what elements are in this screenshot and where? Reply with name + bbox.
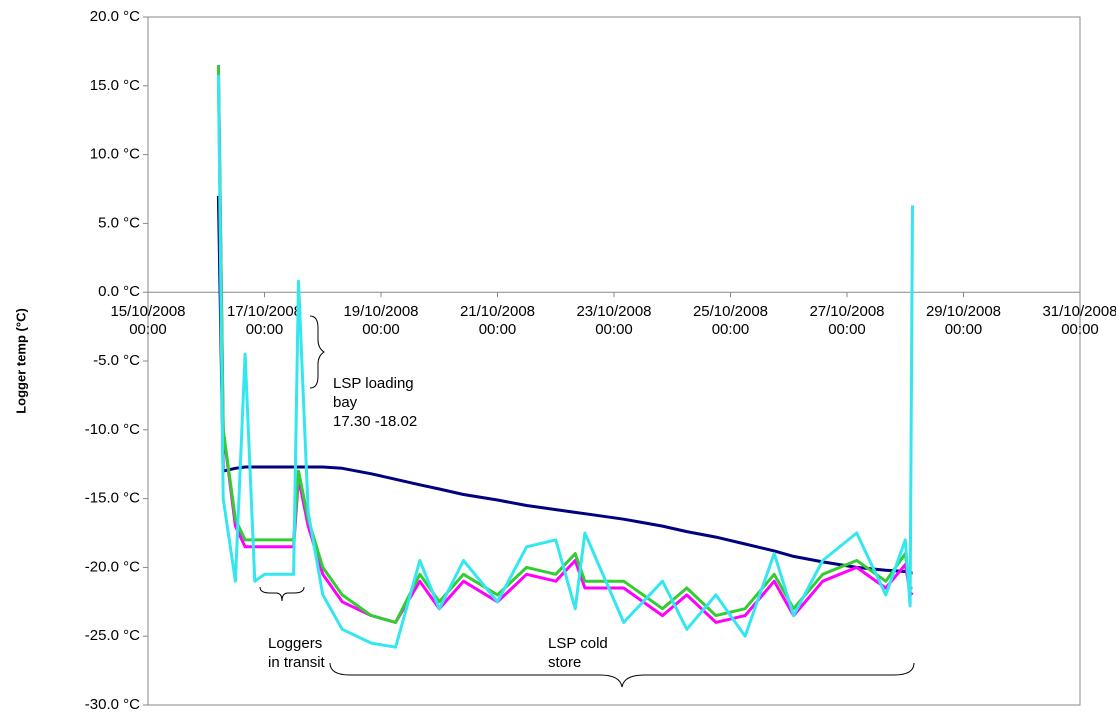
x-tick-label: 31/10/2008 00:00	[1042, 303, 1116, 338]
y-tick-label: 0.0 °C	[98, 283, 140, 300]
series-line	[216, 65, 914, 624]
annotation: Loggers	[268, 635, 322, 652]
x-tick-label: 17/10/2008 00:00	[227, 303, 302, 338]
y-tick-label: -30.0 °C	[85, 696, 140, 710]
series-line	[216, 195, 913, 575]
x-tick-label: 19/10/2008 00:00	[343, 303, 418, 338]
series-line	[216, 74, 914, 649]
annotation: LSP loading	[333, 375, 414, 392]
x-tick-label: 29/10/2008 00:00	[926, 303, 1001, 338]
y-tick-label: 20.0 °C	[90, 8, 140, 25]
x-tick-label: 21/10/2008 00:00	[460, 303, 535, 338]
series-line	[216, 65, 913, 624]
annotation: LSP cold	[548, 635, 608, 652]
x-tick-label: 27/10/2008 00:00	[809, 303, 884, 338]
y-axis-label: Logger temp (°C)	[13, 308, 28, 414]
annotation: in transit	[268, 654, 326, 671]
brace	[259, 586, 305, 602]
y-tick-label: 5.0 °C	[98, 214, 140, 231]
x-tick-label: 23/10/2008 00:00	[576, 303, 651, 338]
y-tick-label: 15.0 °C	[90, 77, 140, 94]
y-tick-label: -25.0 °C	[85, 627, 140, 644]
annotation: store	[548, 654, 581, 671]
brace	[309, 315, 325, 389]
y-tick-label: -10.0 °C	[85, 421, 140, 438]
y-tick-label: -20.0 °C	[85, 558, 140, 575]
y-tick-label: -5.0 °C	[93, 352, 140, 369]
y-tick-label: -15.0 °C	[85, 490, 140, 507]
brace	[329, 662, 915, 688]
annotation: 17.30 -18.02	[333, 413, 417, 430]
annotation: bay	[333, 394, 358, 411]
x-tick-label: 25/10/2008 00:00	[693, 303, 768, 338]
x-tick-label: 15/10/2008 00:00	[110, 303, 185, 338]
y-tick-label: 10.0 °C	[90, 146, 140, 163]
